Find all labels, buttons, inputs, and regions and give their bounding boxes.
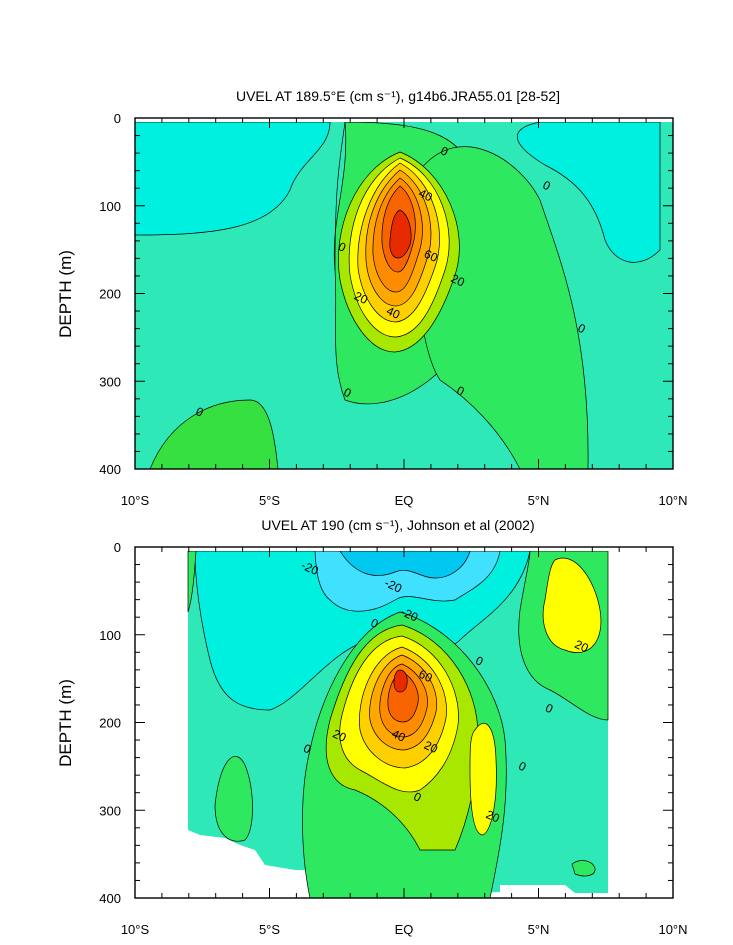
panel-bottom-yticks: 0 100 200 300 400	[99, 540, 673, 906]
contour-label: 20	[330, 726, 348, 744]
region-neg30-bottom	[339, 550, 471, 579]
y-tick-label: 300	[99, 803, 121, 818]
contour-label: 20	[352, 289, 370, 307]
x-tick-label: 5°S	[259, 493, 280, 508]
contour-label: 60	[422, 247, 440, 265]
region-30-40-mid-blob	[469, 722, 497, 836]
y-tick-label: 400	[99, 891, 121, 906]
y-tick-label: 400	[99, 462, 121, 477]
x-tick-label: 5°N	[528, 493, 550, 508]
region-west-green-strip	[187, 550, 197, 613]
y-tick-label: 300	[99, 374, 121, 389]
y-tick-label: 0	[114, 111, 121, 126]
y-tick-label: 200	[99, 716, 121, 731]
panel-top-xticks: 10°S 5°S EQ 5°N 10°N	[121, 118, 688, 508]
x-tick-label: 10°S	[121, 922, 150, 937]
panel-bottom-title: UVEL AT 190 (cm s⁻¹), Johnson et al (200…	[261, 517, 534, 533]
panel-top: UVEL AT 189.5°E (cm s⁻¹), g14b6.JRA55.01…	[56, 88, 688, 508]
region-0-west-pool	[149, 399, 279, 469]
x-tick-label: 10°S	[121, 493, 150, 508]
x-tick-label: 10°N	[658, 922, 687, 937]
contour-label: -20	[399, 605, 421, 625]
y-tick-label: 100	[99, 628, 121, 643]
contour-label: 40	[390, 726, 408, 744]
region-neg-west	[135, 121, 331, 236]
contour-label: 20	[449, 271, 467, 289]
contour-label: -20	[299, 558, 321, 578]
x-tick-label: 5°S	[259, 922, 280, 937]
x-tick-label: EQ	[395, 493, 414, 508]
region-80-plus-bottom	[393, 669, 408, 693]
panel-top-ylabel: DEPTH (m)	[56, 250, 75, 338]
panel-bottom-ylabel: DEPTH (m)	[56, 679, 75, 767]
contour-label: -20	[382, 576, 404, 596]
panel-top-title: UVEL AT 189.5°E (cm s⁻¹), g14b6.JRA55.01…	[236, 88, 560, 104]
region-80-plus	[389, 209, 412, 259]
panel-bottom-field	[135, 547, 673, 898]
contour-label: 40	[384, 304, 402, 322]
contour-label: 40	[417, 186, 435, 204]
panel-top-field	[135, 118, 673, 469]
panel-bottom: UVEL AT 190 (cm s⁻¹), Johnson et al (200…	[56, 517, 688, 937]
contour-label: 20	[573, 637, 591, 655]
region-30-40-east-blob	[542, 557, 602, 653]
contour-label: 20	[484, 807, 502, 825]
panel-top-yticks: 0 100 200 300 400	[99, 111, 673, 477]
x-tick-label: 10°N	[658, 493, 687, 508]
contour-label: 60	[417, 667, 435, 685]
y-tick-label: 200	[99, 287, 121, 302]
x-tick-label: 5°N	[528, 922, 550, 937]
region-neg-east	[516, 121, 661, 263]
contour-label: 20	[422, 738, 440, 756]
y-tick-label: 0	[114, 540, 121, 555]
x-tick-label: EQ	[395, 922, 414, 937]
panel-bottom-xticks: 10°S 5°S EQ 5°N 10°N	[121, 547, 688, 937]
region-west-green-bottom	[214, 755, 253, 842]
y-tick-label: 100	[99, 199, 121, 214]
